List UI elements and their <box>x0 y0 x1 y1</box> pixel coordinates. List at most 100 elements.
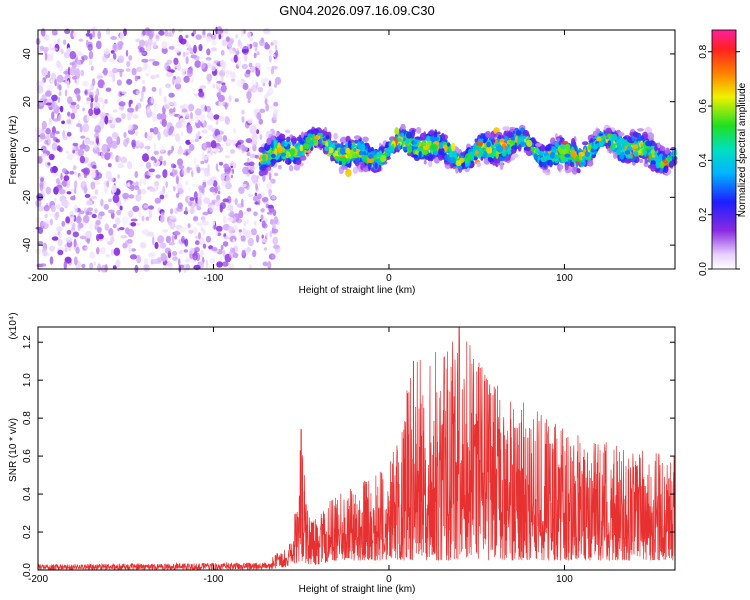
heatmap-cell <box>112 118 117 126</box>
heatmap-cell <box>206 48 211 56</box>
heatmap-cell <box>110 140 118 149</box>
heatmap-cell <box>222 261 229 267</box>
heatmap-cell <box>215 163 219 171</box>
heatmap-cell <box>550 137 556 145</box>
heatmap-cell <box>58 84 62 91</box>
heatmap-cell <box>181 68 186 76</box>
heatmap-cell <box>351 144 356 148</box>
heatmap-cell <box>72 142 79 147</box>
heatmap-cell <box>141 66 148 71</box>
heatmap-cell <box>145 216 150 221</box>
heatmap-cell <box>203 197 211 205</box>
heatmap-cell <box>66 229 72 235</box>
heatmap-cell <box>116 136 121 146</box>
heatmap-cell <box>192 216 199 222</box>
heatmap-cell <box>238 229 242 233</box>
heatmap-cell <box>162 229 169 233</box>
heatmap-cell <box>62 39 67 45</box>
heatmap-cell <box>272 228 279 234</box>
heatmap-cell <box>73 165 77 170</box>
heatmap-cell <box>67 96 73 105</box>
heatmap-cell <box>238 232 242 236</box>
heatmap-cell <box>135 193 142 202</box>
heatmap-cell <box>152 126 159 135</box>
heatmap-cell <box>160 211 165 216</box>
heatmap-cell <box>104 223 110 231</box>
heatmap-cell <box>303 143 310 150</box>
heatmap-cell <box>504 135 509 142</box>
heatmap-cell <box>73 204 78 214</box>
heatmap-cell <box>198 232 201 240</box>
heatmap-cell <box>185 180 189 186</box>
heatmap-cell <box>584 150 590 157</box>
heatmap-cell <box>549 151 556 159</box>
heatmap-cell <box>274 172 279 177</box>
heatmap-cell <box>221 180 227 187</box>
heatmap-cell <box>52 118 60 122</box>
heatmap-cell <box>533 153 538 161</box>
heatmap-cell <box>198 88 203 93</box>
heatmap-cell <box>130 254 137 260</box>
heatmap-cell <box>200 250 204 258</box>
heatmap-cell <box>437 131 441 135</box>
heatmap-cell <box>212 180 218 188</box>
heatmap-cell <box>163 128 170 138</box>
heatmap-cell <box>264 43 271 50</box>
heatmap-cell <box>196 222 204 227</box>
heatmap-cell <box>490 133 495 140</box>
heatmap-cell <box>148 205 155 210</box>
heatmap-cell <box>559 164 564 170</box>
heatmap-cell <box>430 143 438 152</box>
heatmap-cell <box>212 220 216 226</box>
heatmap-cell <box>97 30 102 40</box>
heatmap-cell <box>224 116 231 125</box>
heatmap-cell <box>611 133 618 141</box>
heatmap-cell <box>153 150 159 155</box>
heatmap-cell <box>213 60 220 64</box>
heatmap-cell <box>192 183 200 188</box>
heatmap-cell <box>224 182 232 190</box>
heatmap-cell <box>119 205 123 211</box>
heatmap-cell <box>147 132 153 136</box>
heatmap-cell <box>239 42 243 48</box>
heatmap-cell <box>60 48 64 55</box>
heatmap-cell <box>188 229 194 234</box>
heatmap-cell <box>57 96 61 104</box>
heatmap-cell <box>220 49 225 56</box>
heatmap-cell <box>570 161 575 168</box>
heatmap-cell <box>150 96 154 104</box>
heatmap-cell <box>128 244 132 254</box>
heatmap-cell <box>130 222 137 227</box>
heatmap-cell <box>151 86 157 92</box>
heatmap-cell <box>108 228 114 236</box>
heatmap-cell <box>202 243 207 249</box>
heatmap-cell <box>141 90 144 99</box>
heatmap-cell <box>263 77 269 83</box>
heatmap-cell <box>297 150 303 156</box>
heatmap-cell <box>270 158 277 164</box>
heatmap-cell <box>60 172 63 181</box>
heatmap-cell <box>305 136 311 144</box>
heatmap-cell <box>238 210 244 219</box>
heatmap-cell <box>220 75 224 83</box>
heatmap-cell <box>135 131 139 136</box>
heatmap-cell <box>188 66 193 74</box>
heatmap-cell <box>266 159 271 165</box>
heatmap-cell <box>51 101 58 110</box>
heatmap-cell <box>73 194 76 201</box>
heatmap-cell <box>133 185 140 190</box>
heatmap-cell <box>125 68 131 72</box>
heatmap-cell <box>168 101 175 106</box>
heatmap-cell <box>87 29 91 34</box>
heatmap-cell <box>506 146 512 155</box>
heatmap-cell <box>145 162 152 169</box>
heatmap-cell <box>144 145 151 150</box>
snr-frame <box>37 326 676 571</box>
heatmap-cell <box>265 182 272 190</box>
heatmap-cell <box>175 192 180 199</box>
heatmap-cell <box>112 67 119 74</box>
heatmap-cell <box>253 52 257 59</box>
heatmap-cell <box>188 201 193 207</box>
heatmap-cell <box>222 241 229 247</box>
heatmap-cell <box>237 139 245 145</box>
